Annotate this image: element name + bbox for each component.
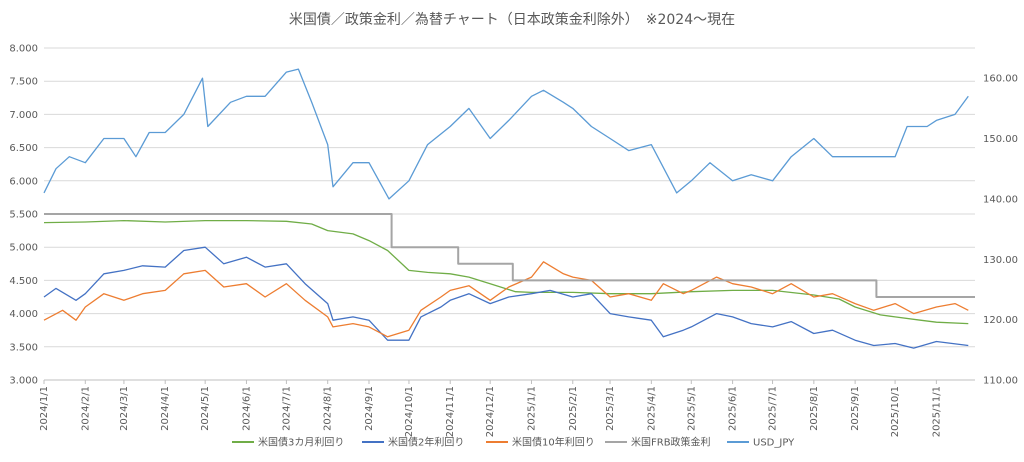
y-tick-label: 4.000 — [9, 309, 38, 320]
y2-tick-label: 120.00 — [983, 315, 1018, 326]
x-axis: 2024/1/1 2024/2/1 2024/3/1 2024/4/1 2024/5/1… — [39, 379, 975, 437]
y-tick-label: 7.000 — [9, 110, 38, 121]
y-tick-label: 7.500 — [9, 77, 38, 88]
x-tick-label: 2024/3/1 — [119, 386, 130, 431]
legend-label-0: 米国債3カ月利回り — [258, 436, 344, 449]
y2-tick-label: 140.00 — [983, 194, 1018, 205]
right-axis: 110.00 120.00 130.00 140.00 150.00 160.00 — [983, 74, 1018, 387]
x-tick-label: 2025/1/1 — [526, 386, 537, 431]
x-tick-label: 2024/12/1 — [485, 386, 496, 437]
series-line-2 — [43, 261, 969, 338]
y-tick-label: 6.500 — [9, 143, 38, 154]
x-tick-label: 2024/10/1 — [404, 386, 415, 437]
x-tick-label: 2024/1/1 — [39, 386, 50, 431]
series-line-3 — [44, 213, 975, 298]
x-tick-label: 2025/2/1 — [568, 386, 579, 431]
x-tick-label: 2025/5/1 — [686, 386, 697, 431]
x-tick-label: 2024/9/1 — [364, 386, 375, 431]
chart-title: 米国債／政策金利／為替チャート（日本政策金利除外） ※2024～現在 — [289, 11, 735, 28]
y-tick-label: 4.500 — [9, 276, 38, 287]
x-tick-label: 2024/4/1 — [160, 386, 171, 431]
y-tick-label: 5.000 — [9, 243, 38, 254]
legend-label-1: 米国債2年利回り — [388, 436, 464, 449]
x-tick-label: 2025/3/1 — [605, 386, 616, 431]
x-tick-label: 2025/10/1 — [890, 386, 901, 437]
y-tick-label: 3.500 — [9, 342, 38, 353]
y-tick-label: 5.500 — [9, 210, 38, 221]
x-tick-label: 2024/8/1 — [323, 386, 334, 431]
series-line-4 — [43, 68, 969, 200]
x-tick-label: 2025/8/1 — [809, 386, 820, 431]
x-tick-label: 2024/5/1 — [200, 386, 211, 431]
y2-tick-label: 150.00 — [983, 134, 1018, 145]
y2-tick-label: 160.00 — [983, 74, 1018, 85]
x-tick-label: 2024/2/1 — [80, 386, 91, 431]
x-tick-label: 2025/11/1 — [931, 386, 942, 437]
y2-tick-label: 110.00 — [983, 376, 1018, 387]
x-tick-label: 2025/6/1 — [728, 386, 739, 431]
x-tick-label: 2024/7/1 — [281, 386, 292, 431]
series-line-1 — [43, 246, 969, 349]
left-axis: 3.000 3.500 4.000 4.500 5.000 5.500 6.000 6.500… — [9, 44, 38, 387]
legend-label-4: USD_JPY — [753, 438, 795, 449]
legend-label-2: 米国債10年利回り — [512, 436, 595, 449]
legend: 米国債3カ月利回り 米国債2年利回り 米国債10年利回り 米国FRB政策金利 USD_J… — [232, 436, 795, 449]
x-tick-label: 2025/4/1 — [646, 386, 657, 431]
legend-label-3: 米国FRB政策金利 — [631, 436, 711, 449]
x-tick-label: 2024/11/1 — [445, 386, 456, 437]
x-tick-label: 2025/9/1 — [850, 386, 861, 431]
x-tick-label: 2025/7/1 — [768, 386, 779, 431]
y-tick-label: 8.000 — [9, 44, 38, 55]
series-line-0 — [43, 219, 969, 325]
x-tick-label: 2024/6/1 — [241, 386, 252, 431]
y-tick-label: 6.000 — [9, 176, 38, 187]
y-tick-label: 3.000 — [9, 376, 38, 387]
series-layer — [43, 68, 975, 349]
y2-tick-label: 130.00 — [983, 255, 1018, 266]
